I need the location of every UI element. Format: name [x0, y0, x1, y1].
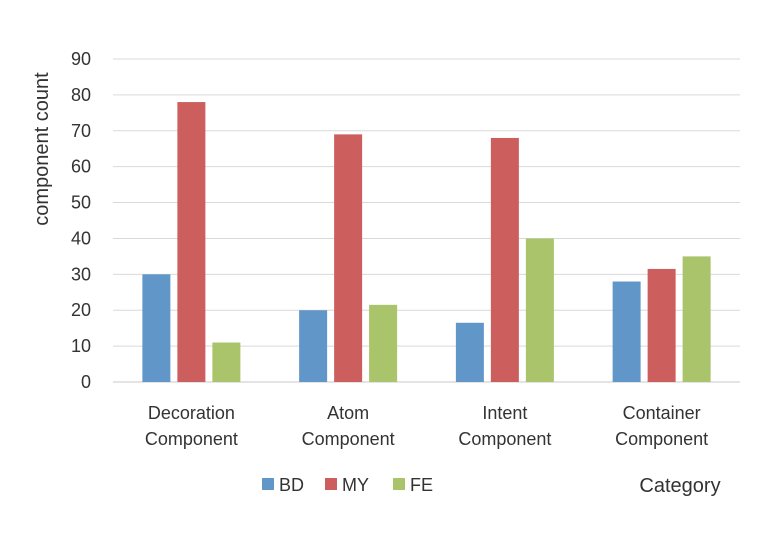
x-tick-label: Atom	[327, 403, 369, 423]
gridlines	[113, 58, 740, 383]
x-axis-title: Category	[639, 475, 720, 497]
y-tick-label: 10	[71, 336, 91, 356]
legend-label-my: MY	[342, 475, 369, 495]
y-tick-label: 50	[71, 193, 91, 213]
legend-swatch-my	[325, 478, 337, 490]
bar-fe	[212, 342, 241, 382]
x-tick-label: Component	[458, 429, 551, 449]
bar-my	[177, 102, 206, 383]
legend-swatch-bd	[262, 478, 274, 490]
y-tick-label: 20	[71, 300, 91, 320]
legend-label-bd: BD	[279, 475, 304, 495]
bar-fe	[369, 304, 398, 382]
bar-bd	[455, 322, 484, 382]
bar-my	[647, 268, 676, 382]
y-tick-label: 90	[71, 49, 91, 69]
bar-bd	[142, 274, 171, 382]
bar-bd	[299, 310, 328, 382]
y-axis-title: component count	[31, 72, 53, 226]
x-tick-label: Decoration	[148, 403, 235, 423]
x-tick-label: Intent	[482, 403, 527, 423]
x-tick-label: Component	[145, 429, 238, 449]
x-tick-labels: Decoration Component Atom Component Intent Co…	[145, 403, 708, 449]
y-tick-labels: 0 10 20 30 40 50 60 70 80 90	[71, 49, 91, 392]
y-tick-label: 70	[71, 121, 91, 141]
y-tick-label: 80	[71, 85, 91, 105]
y-tick-label: 60	[71, 157, 91, 177]
x-tick-label: Component	[615, 429, 708, 449]
y-tick-label: 40	[71, 228, 91, 248]
y-tick-label: 0	[81, 372, 91, 392]
bar-fe	[525, 238, 554, 382]
bar-bd	[612, 281, 641, 382]
x-tick-label: Container	[623, 403, 701, 423]
bar-my	[490, 137, 519, 382]
bars	[142, 102, 711, 383]
legend-label-fe: FE	[410, 475, 433, 495]
bar-fe	[682, 256, 711, 382]
legend-swatch-fe	[393, 478, 405, 490]
bar-my	[334, 134, 363, 382]
x-tick-label: Component	[302, 429, 395, 449]
legend: BD MY FE	[262, 475, 433, 495]
y-tick-label: 30	[71, 264, 91, 284]
